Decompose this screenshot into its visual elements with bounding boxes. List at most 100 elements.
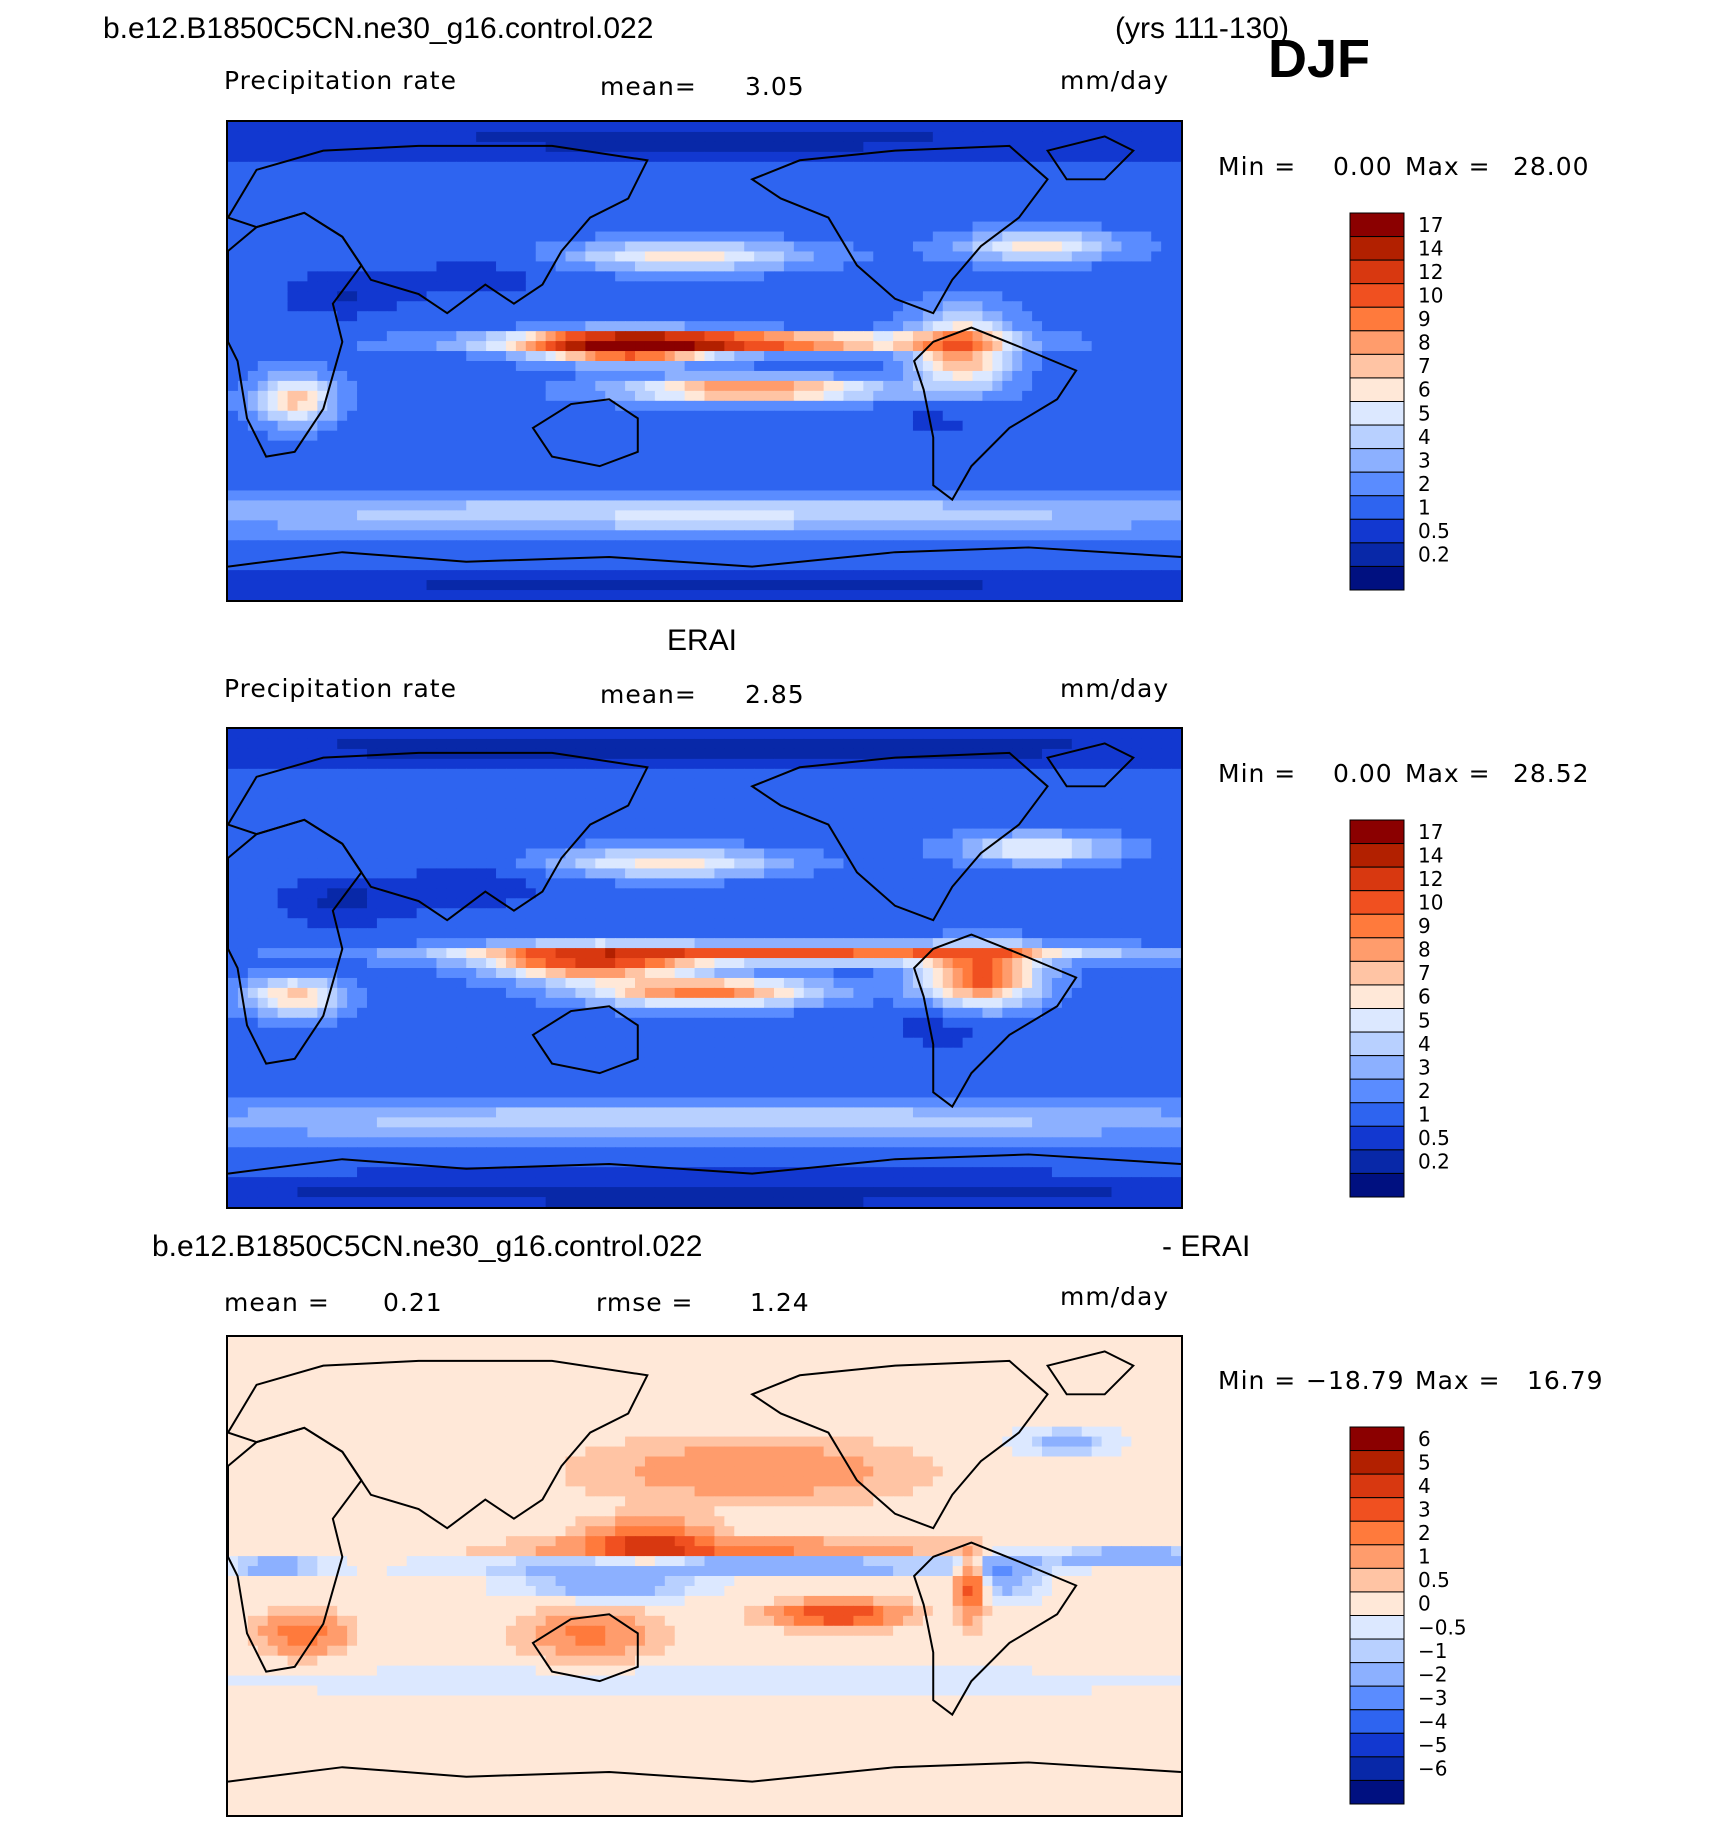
- colorbar-swatch: [1349, 236, 1405, 261]
- colorbar-swatch: [1349, 1031, 1405, 1057]
- colorbar-swatch: [1349, 424, 1405, 450]
- colorbar-swatch: [1349, 1125, 1405, 1151]
- colorbar-tick-label: 1: [1418, 496, 1431, 520]
- panel3-mean-value: 0.21: [383, 1288, 443, 1317]
- panel1-map: [226, 120, 1183, 602]
- coastline: [1045, 1350, 1135, 1396]
- panel3-section-suffix: - ERAI: [1162, 1230, 1251, 1263]
- colorbar-swatch: [1349, 890, 1405, 915]
- colorbar-tick-label: 17: [1418, 820, 1443, 844]
- coastline: [228, 1761, 1181, 1783]
- colorbar-tick-label: 1: [1418, 1545, 1431, 1569]
- coastline: [531, 398, 639, 468]
- coastline: [531, 1005, 639, 1075]
- panel2-section-title: ERAI: [667, 624, 738, 657]
- colorbar-tick-label: 17: [1418, 213, 1443, 237]
- colorbar-tick-label: 14: [1418, 236, 1443, 260]
- colorbar-swatch: [1349, 1149, 1405, 1174]
- panel3-rmse-label: rmse =: [596, 1288, 694, 1317]
- panel2-mean-label: mean=: [600, 680, 697, 709]
- colorbar-swatch: [1349, 518, 1405, 544]
- panel1-colorbar: 17 14 12 10 9 8 7 6 5 4 3 2 1 0.5 0.2: [1349, 212, 1490, 599]
- colorbar-swatch: [1349, 1078, 1405, 1104]
- colorbar-swatch: [1349, 353, 1405, 379]
- coastline: [1045, 135, 1135, 181]
- panel1-max-value: 28.00: [1513, 152, 1590, 181]
- colorbar-swatch: [1349, 1709, 1405, 1734]
- coastline: [1045, 742, 1135, 788]
- panel2-mean-value: 2.85: [745, 680, 805, 709]
- colorbar-tick-label: 8: [1418, 331, 1431, 355]
- colorbar-tick-label: 0.5: [1418, 1126, 1450, 1150]
- panel3-mean-label: mean =: [224, 1288, 330, 1317]
- coastline: [912, 1541, 1078, 1717]
- coastline: [531, 1613, 639, 1683]
- colorbar-swatch: [1349, 1591, 1405, 1616]
- colorbar-tick-label: 1: [1418, 1103, 1431, 1127]
- coastline: [750, 751, 1049, 922]
- colorbar-swatch: [1349, 330, 1405, 355]
- colorbar-tick-label: 2: [1418, 1079, 1431, 1103]
- years-label: (yrs 111-130): [1115, 12, 1289, 45]
- season-label: DJF: [1268, 29, 1371, 89]
- panel2-map: [226, 727, 1183, 1209]
- colorbar-swatch: [1349, 448, 1405, 473]
- colorbar-tick-label: 6: [1418, 1427, 1431, 1451]
- panel3-units: mm/day: [1060, 1282, 1170, 1311]
- colorbar-tick-label: 10: [1418, 890, 1443, 914]
- colorbar-tick-label: 0: [1418, 1592, 1431, 1616]
- panel1-min-value: 0.00: [1333, 152, 1393, 181]
- colorbar-tick-label: 5: [1418, 1008, 1431, 1032]
- colorbar-tick-label: 3: [1418, 1497, 1431, 1521]
- colorbar-swatch: [1349, 960, 1405, 986]
- colorbar-swatch: [1349, 1732, 1405, 1758]
- panel1-max-label: Max =: [1405, 152, 1491, 181]
- colorbar-swatch: [1349, 1662, 1405, 1687]
- coastline: [750, 144, 1049, 315]
- colorbar-tick-label: 6: [1418, 985, 1431, 1009]
- colorbar-swatch: [1349, 913, 1405, 939]
- panel2-max-value: 28.52: [1513, 759, 1590, 788]
- colorbar-tick-label: 5: [1418, 1450, 1431, 1474]
- colorbar-swatch: [1349, 843, 1405, 868]
- colorbar-swatch: [1349, 1544, 1405, 1569]
- colorbar-tick-label: 3: [1418, 448, 1431, 472]
- panel2-max-label: Max =: [1405, 759, 1491, 788]
- field-cells: [228, 1337, 1181, 1815]
- colorbar-tick-label: −2: [1418, 1662, 1447, 1686]
- colorbar-tick-label: −5: [1418, 1733, 1447, 1757]
- colorbar-tick-label: −0.5: [1418, 1615, 1467, 1639]
- colorbar-tick-label: −3: [1418, 1686, 1447, 1710]
- colorbar-tick-label: 4: [1418, 1032, 1431, 1056]
- colorbar-swatch: [1349, 542, 1405, 567]
- panel1-units: mm/day: [1060, 66, 1170, 95]
- coastline: [228, 144, 649, 315]
- colorbar-swatch: [1349, 1567, 1405, 1593]
- colorbar-swatch: [1349, 1497, 1405, 1522]
- colorbar-tick-label: 8: [1418, 938, 1431, 962]
- colorbar-swatch: [1349, 377, 1405, 402]
- colorbar-swatch: [1349, 984, 1405, 1009]
- panel3-min-value: −18.79: [1306, 1366, 1405, 1395]
- colorbar-swatch: [1349, 401, 1405, 426]
- colorbar-swatch: [1349, 471, 1405, 497]
- colorbar-tick-label: 4: [1418, 1474, 1431, 1498]
- colorbar-swatch: [1349, 283, 1405, 308]
- colorbar-tick-label: 5: [1418, 401, 1431, 425]
- colorbar-tick-label: 0.5: [1418, 1568, 1450, 1592]
- panel1-field-label: Precipitation rate: [224, 66, 457, 95]
- colorbar-swatch: [1349, 1615, 1405, 1640]
- panel2-min-value: 0.00: [1333, 759, 1393, 788]
- colorbar-swatch: [1349, 1172, 1405, 1198]
- panel2-colorbar: 17 14 12 10 9 8 7 6 5 4 3 2 1 0.5 0.2: [1349, 819, 1490, 1206]
- panel3-min-label: Min =: [1218, 1366, 1297, 1395]
- panel3-colorbar: 6 5 4 3 2 1 0.5 0 −0.5 −1 −2 −3 −4 −5 −6: [1349, 1426, 1490, 1813]
- colorbar-tick-label: 14: [1418, 843, 1443, 867]
- coastline: [228, 1153, 1181, 1175]
- colorbar-swatch: [1349, 1779, 1405, 1805]
- colorbar-swatch: [1349, 1426, 1405, 1452]
- colorbar-swatch: [1349, 1473, 1405, 1499]
- panel3-max-label: Max =: [1415, 1366, 1501, 1395]
- colorbar-tick-label: 7: [1418, 354, 1431, 378]
- colorbar-tick-label: 4: [1418, 425, 1431, 449]
